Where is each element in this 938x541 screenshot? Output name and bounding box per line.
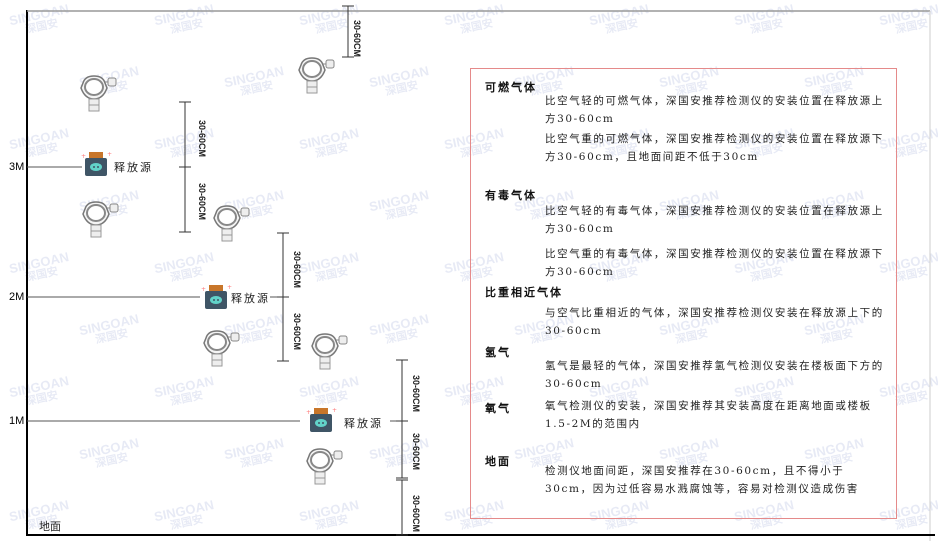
- svg-text:+: +: [306, 409, 311, 416]
- heading-toxic: 有毒气体: [485, 189, 537, 202]
- gas-detector-icon: [303, 446, 345, 492]
- source-label-3m: 释放源: [114, 161, 153, 174]
- gas-detector-icon: [210, 203, 252, 249]
- level-label-3m: 3M: [9, 161, 25, 173]
- paragraph: 比空气轻的有毒气体，深国安推荐检测仪的安装位置在释放源上方30-60cm: [545, 205, 884, 235]
- svg-text:+: +: [201, 286, 206, 293]
- release-source-icon: + +: [80, 150, 112, 182]
- source-label-1m: 释放源: [344, 417, 383, 430]
- dimension-label: 30-60CM: [197, 183, 207, 221]
- paragraph: 比空气轻的可燃气体，深国安推荐检测仪的安装位置在释放源上方30-60cm: [545, 95, 884, 125]
- dimension-label: 30-60CM: [292, 251, 302, 289]
- level-label-1m: 1M: [9, 415, 25, 427]
- gas-detector-icon: [308, 331, 350, 377]
- dimension-label: 30-60CM: [292, 313, 302, 351]
- release-source-icon: + +: [305, 406, 337, 438]
- gas-detector-icon: [77, 73, 119, 119]
- svg-text:+: +: [107, 151, 112, 158]
- gas-detector-icon: [79, 199, 121, 245]
- source-label-2m: 释放源: [231, 292, 270, 305]
- paragraph: 与空气比重相近的气体，深国安推荐检测仪安装在释放源上下的30-60cm: [545, 307, 884, 337]
- heading-hydrogen: 氢气: [485, 346, 511, 359]
- gas-detector-icon: [295, 55, 337, 101]
- release-source-icon: + +: [200, 283, 232, 315]
- installation-guide-panel: 可燃气体 比空气轻的可燃气体，深国安推荐检测仪的安装位置在释放源上方30-60c…: [470, 68, 897, 519]
- dimension-label: 30-60CM: [411, 495, 421, 533]
- heading-ground: 地面: [485, 455, 511, 468]
- dimension-label: 30-60CM: [411, 375, 421, 413]
- dimension-label: 30-60CM: [411, 433, 421, 471]
- floor-label: 地面: [39, 520, 61, 533]
- paragraph: 比空气重的可燃气体，深国安推荐检测仪的安装位置在释放源下方30-60cm，且地面…: [545, 133, 884, 163]
- paragraph: 氢气是最轻的气体，深国安推荐氢气检测仪安装在楼板面下方的30-60cm: [545, 360, 884, 390]
- dimension-label: 30-60CM: [197, 120, 207, 158]
- heading-similar-density: 比重相近气体: [485, 286, 563, 299]
- svg-text:+: +: [227, 284, 232, 291]
- paragraph: 比空气重的有毒气体，深国安推荐检测仪的安装位置在释放源下方30-60cm: [545, 248, 884, 278]
- heading-combustible: 可燃气体: [485, 81, 537, 94]
- svg-text:+: +: [332, 407, 337, 414]
- paragraph: 氧气检测仪的安装，深国安推荐其安装高度在距离地面或楼板1.5-2M的范围内: [545, 400, 872, 430]
- svg-text:+: +: [81, 153, 86, 160]
- dimension-label: 30-60CM: [352, 20, 362, 58]
- paragraph: 检测仪地面间距，深国安推荐在30-60cm，且不得小于30cm，因为过低容易水溅…: [545, 465, 859, 495]
- gas-detector-icon: [200, 328, 242, 374]
- heading-oxygen: 氧气: [485, 402, 511, 415]
- level-label-2m: 2M: [9, 291, 25, 303]
